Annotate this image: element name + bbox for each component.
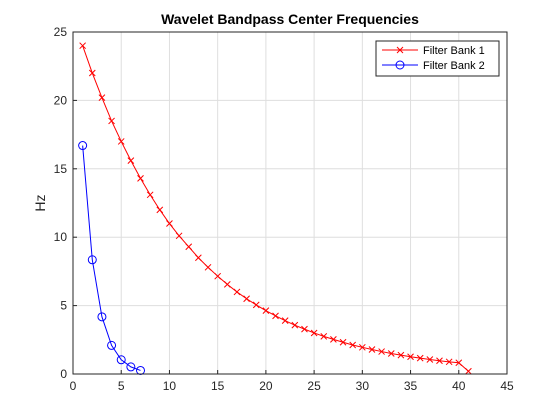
x-tick-label: 45: [500, 379, 514, 393]
series-1-point: [416, 354, 424, 362]
y-tick-label: 10: [54, 230, 68, 244]
series-1-point: [146, 191, 154, 199]
x-tick-label: 25: [307, 379, 321, 393]
series-1-point: [185, 243, 193, 251]
series-1-point: [214, 272, 222, 280]
series-1-point: [243, 295, 250, 303]
series-2-point: [116, 355, 126, 365]
series-1-point: [378, 348, 385, 355]
tick-layer: 0 5 10 15 20 25 30 35 40 45 0 5 10 15 20 25: [54, 25, 514, 393]
legend-marker-1: [396, 46, 404, 54]
series-1-point: [330, 336, 337, 343]
x-tick-label: 10: [163, 379, 177, 393]
series-1-point: [291, 321, 299, 329]
legend: Filter Bank 1 Filter Bank 2: [375, 40, 500, 77]
series-2-line: [82, 145, 141, 371]
series-1-point: [175, 232, 183, 240]
series-1-point: [339, 338, 347, 346]
series-1-point: [156, 206, 164, 214]
series-1-point: [368, 346, 376, 353]
series-1-point: [127, 157, 135, 164]
series-1-point: [204, 263, 212, 271]
chart-title: Wavelet Bandpass Center Frequencies: [161, 11, 419, 27]
series-1-point: [195, 254, 202, 262]
series-1-point: [310, 329, 318, 337]
series-1-point: [262, 307, 270, 315]
series-1-point: [387, 350, 395, 357]
series-1-point: [445, 358, 453, 366]
series-1-point: [436, 357, 443, 365]
x-tick-label: 0: [70, 379, 77, 393]
series-2: [78, 141, 146, 375]
series-1-point: [79, 42, 86, 50]
legend-entries: Filter Bank 1 Filter Bank 2: [382, 45, 485, 72]
plot-area-border: [72, 31, 508, 375]
x-tick-label: 30: [356, 379, 370, 393]
series-1-point: [320, 333, 328, 340]
series-1-point: [407, 353, 414, 361]
x-tick-label: 35: [404, 379, 418, 393]
x-tick-label: 15: [211, 379, 225, 393]
series-1-point: [349, 341, 357, 349]
series-2-point: [126, 362, 136, 372]
series-1-point: [233, 288, 241, 296]
series-1-point: [108, 117, 115, 125]
series-1-point: [166, 220, 173, 227]
y-tick-label: 15: [54, 162, 68, 176]
series-1: [79, 42, 472, 375]
x-tick-label: 5: [118, 379, 125, 393]
series-1-point: [98, 94, 106, 102]
series-1-point: [137, 175, 144, 182]
x-tick-label: 20: [259, 379, 273, 393]
series-2-point: [87, 255, 97, 265]
legend-label-2: Filter Bank 2: [423, 60, 485, 72]
series-1-point: [117, 138, 125, 145]
series-1-point: [465, 367, 472, 375]
series-1-point: [223, 281, 231, 288]
series-1-point: [281, 317, 289, 325]
legend-label-1: Filter Bank 1: [423, 45, 485, 57]
series-1-point: [397, 351, 405, 359]
legend-box: [375, 40, 500, 77]
series-2-point: [97, 312, 107, 322]
legend-marker-2: [395, 60, 405, 70]
series-1-point: [426, 356, 434, 363]
y-tick-label: 0: [60, 367, 67, 381]
series-2-point: [107, 340, 117, 350]
y-axis-label: Hz: [32, 194, 48, 211]
series-layer: [78, 42, 472, 375]
series-2-point: [78, 141, 88, 151]
y-tick-label: 25: [54, 25, 68, 39]
y-tick-label: 5: [60, 299, 67, 313]
x-tick-label: 40: [452, 379, 466, 393]
series-1-point: [252, 301, 260, 309]
y-tick-label: 20: [54, 93, 68, 107]
series-1-point: [272, 312, 279, 320]
series-1-point: [455, 359, 463, 367]
series-1-point: [301, 325, 308, 333]
series-1-point: [88, 69, 96, 77]
series-1-point: [358, 343, 366, 351]
